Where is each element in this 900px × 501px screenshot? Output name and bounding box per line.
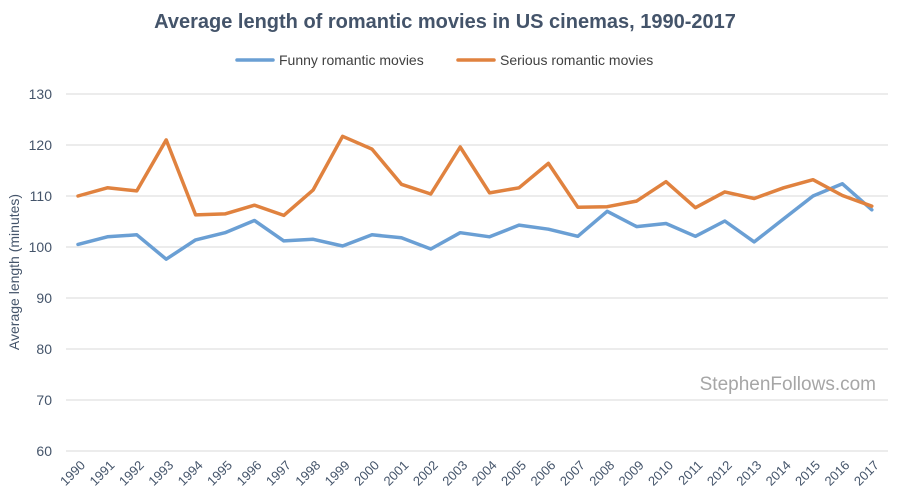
x-tick-label: 2014 bbox=[763, 458, 794, 489]
x-tick-label: 2006 bbox=[527, 458, 558, 489]
x-tick-label: 1997 bbox=[263, 458, 294, 489]
x-tick-label: 2012 bbox=[704, 458, 735, 489]
gridlines bbox=[66, 93, 888, 452]
x-tick-label: 1992 bbox=[116, 458, 147, 489]
x-tick-label: 1996 bbox=[233, 458, 264, 489]
x-tick-label: 2008 bbox=[586, 458, 617, 489]
y-axis-label: Average length (minutes) bbox=[6, 194, 22, 350]
x-tick-label: 2007 bbox=[557, 458, 588, 489]
x-tick-label: 1994 bbox=[175, 458, 206, 489]
y-tick-label: 110 bbox=[30, 188, 53, 204]
chart-title: Average length of romantic movies in US … bbox=[154, 11, 736, 33]
y-tick-label: 120 bbox=[29, 137, 53, 153]
x-tick-label: 2009 bbox=[616, 458, 647, 489]
series-lines bbox=[76, 134, 874, 261]
series-line-serious bbox=[76, 134, 874, 218]
y-tick-label: 60 bbox=[36, 443, 52, 459]
x-tick-label: 2003 bbox=[439, 458, 470, 489]
x-tick-label: 1999 bbox=[322, 458, 353, 489]
x-tick-label: 1990 bbox=[57, 458, 88, 489]
y-tick-label: 100 bbox=[29, 239, 53, 255]
watermark: StephenFollows.com bbox=[700, 374, 876, 395]
y-tick-label: 70 bbox=[36, 392, 52, 408]
x-tick-label: 2002 bbox=[410, 458, 441, 489]
legend: Funny romantic movies Serious romantic mo… bbox=[235, 52, 653, 68]
x-tick-label: 1995 bbox=[204, 458, 235, 489]
x-tick-label: 2010 bbox=[645, 458, 676, 489]
y-tick-label: 80 bbox=[36, 341, 52, 357]
x-tick-label: 2013 bbox=[733, 458, 764, 489]
x-tick-label: 2001 bbox=[380, 458, 411, 489]
series-line-funny bbox=[76, 182, 874, 261]
x-axis-ticks: 1990199119921993199419951996199719981999… bbox=[57, 458, 882, 489]
x-tick-label: 2000 bbox=[351, 458, 382, 489]
y-axis-ticks: 60 70 80 90 100 110 120 130 bbox=[29, 86, 53, 459]
legend-label: Funny romantic movies bbox=[279, 52, 424, 68]
x-tick-label: 1991 bbox=[86, 458, 117, 489]
x-tick-label: 2011 bbox=[675, 458, 705, 488]
x-tick-label: 2005 bbox=[498, 458, 529, 489]
x-tick-label: 2017 bbox=[851, 458, 882, 489]
y-tick-label: 130 bbox=[29, 86, 53, 102]
x-tick-label: 1998 bbox=[292, 458, 323, 489]
x-tick-label: 2016 bbox=[821, 458, 852, 489]
x-tick-label: 2004 bbox=[469, 458, 500, 489]
y-tick-label: 90 bbox=[36, 290, 52, 306]
x-tick-label: 1993 bbox=[145, 458, 176, 489]
legend-label: Serious romantic movies bbox=[500, 52, 653, 68]
x-tick-label: 2015 bbox=[792, 458, 823, 489]
